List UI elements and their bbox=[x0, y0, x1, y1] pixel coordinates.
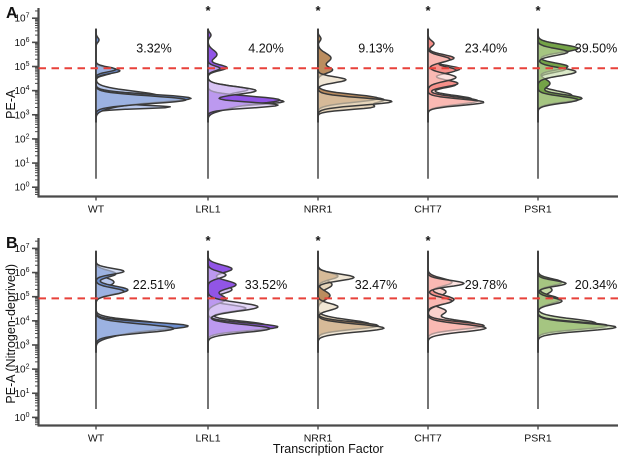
violin-B-WT bbox=[95, 250, 189, 409]
category-label: LRL1 bbox=[195, 204, 220, 216]
y-tick-label: 100 bbox=[14, 412, 29, 424]
y-tick-label: 100 bbox=[14, 182, 29, 194]
violin-B-PSR1 bbox=[537, 250, 617, 409]
violin-layer-light bbox=[207, 250, 271, 353]
y-axis-title: PE-A (Nitrogen-deprived) bbox=[4, 264, 18, 404]
significance-asterisk: * bbox=[315, 233, 321, 248]
percent-label: 9.13% bbox=[358, 41, 393, 55]
y-tick-label: 103 bbox=[14, 339, 29, 351]
percent-label: 23.40% bbox=[465, 41, 507, 55]
violin-layer-light bbox=[207, 28, 279, 123]
significance-asterisk: * bbox=[205, 233, 211, 248]
y-tick-label: 101 bbox=[14, 388, 29, 400]
violin-A-NRR1 bbox=[317, 28, 393, 179]
percent-label: 3.32% bbox=[136, 41, 171, 55]
percent-label: 39.50% bbox=[575, 41, 617, 55]
y-tick-label: 104 bbox=[14, 85, 29, 97]
violin-layer-light bbox=[537, 28, 579, 123]
violin-layer-light bbox=[317, 28, 393, 123]
y-tick-label: 106 bbox=[14, 267, 29, 279]
violin-layer-dark bbox=[317, 250, 379, 353]
y-tick-label: 107 bbox=[14, 13, 29, 25]
percent-label: 20.34% bbox=[575, 278, 617, 292]
category-label: WT bbox=[88, 204, 105, 216]
violin-layer-light bbox=[427, 28, 485, 123]
violin-layer-light bbox=[95, 250, 175, 353]
panel-label: A bbox=[6, 5, 18, 22]
violin-layer-light bbox=[95, 28, 187, 123]
category-label: CHT7 bbox=[414, 204, 442, 216]
category-label: NRR1 bbox=[304, 433, 333, 445]
panel-A: A 100 101 102 103 104 105 106 107 PE-A 3.32% WT 4.20… bbox=[4, 3, 618, 216]
percent-label: 22.51% bbox=[133, 278, 175, 292]
violin-A-LRL1 bbox=[207, 28, 285, 179]
significance-asterisk: * bbox=[425, 233, 431, 248]
violin-layer-light bbox=[537, 250, 617, 353]
x-axis-title: Transcription Factor bbox=[273, 442, 384, 456]
percent-label: 32.47% bbox=[355, 278, 397, 292]
significance-asterisk: * bbox=[535, 3, 541, 18]
significance-asterisk: * bbox=[425, 3, 431, 18]
category-label: PSR1 bbox=[524, 433, 552, 445]
violin-B-NRR1 bbox=[317, 250, 385, 409]
category-label: CHT7 bbox=[414, 433, 442, 445]
y-tick-label: 105 bbox=[14, 61, 29, 73]
category-label: NRR1 bbox=[304, 204, 333, 216]
category-label: LRL1 bbox=[195, 433, 220, 445]
category-label: PSR1 bbox=[524, 204, 552, 216]
significance-asterisk: * bbox=[315, 3, 321, 18]
violin-B-LRL1 bbox=[207, 250, 279, 409]
y-tick-label: 102 bbox=[14, 133, 29, 145]
y-tick-label: 106 bbox=[14, 37, 29, 49]
violin-A-WT bbox=[95, 28, 192, 179]
panel-B: B 100 101 102 103 104 105 106 107 PE-A (Nitrogen-… bbox=[4, 233, 618, 445]
y-tick-label: 105 bbox=[14, 291, 29, 303]
y-tick-label: 107 bbox=[14, 243, 29, 255]
percent-label: 29.78% bbox=[465, 278, 507, 292]
percent-label: 4.20% bbox=[248, 41, 283, 55]
violin-layer-light bbox=[427, 250, 487, 353]
panel-label: B bbox=[6, 235, 18, 252]
violin-A-PSR1 bbox=[537, 28, 583, 179]
violin-B-CHT7 bbox=[427, 250, 487, 409]
y-axis-title: PE-A bbox=[4, 89, 18, 119]
category-label: WT bbox=[88, 433, 105, 445]
significance-asterisk: * bbox=[205, 3, 211, 18]
violin-layer-light bbox=[317, 250, 385, 353]
y-tick-label: 104 bbox=[14, 315, 29, 327]
violin-A-CHT7 bbox=[427, 28, 485, 179]
y-tick-label: 102 bbox=[14, 364, 29, 376]
y-tick-label: 103 bbox=[14, 109, 29, 121]
percent-label: 33.52% bbox=[245, 278, 287, 292]
y-tick-label: 101 bbox=[14, 158, 29, 170]
